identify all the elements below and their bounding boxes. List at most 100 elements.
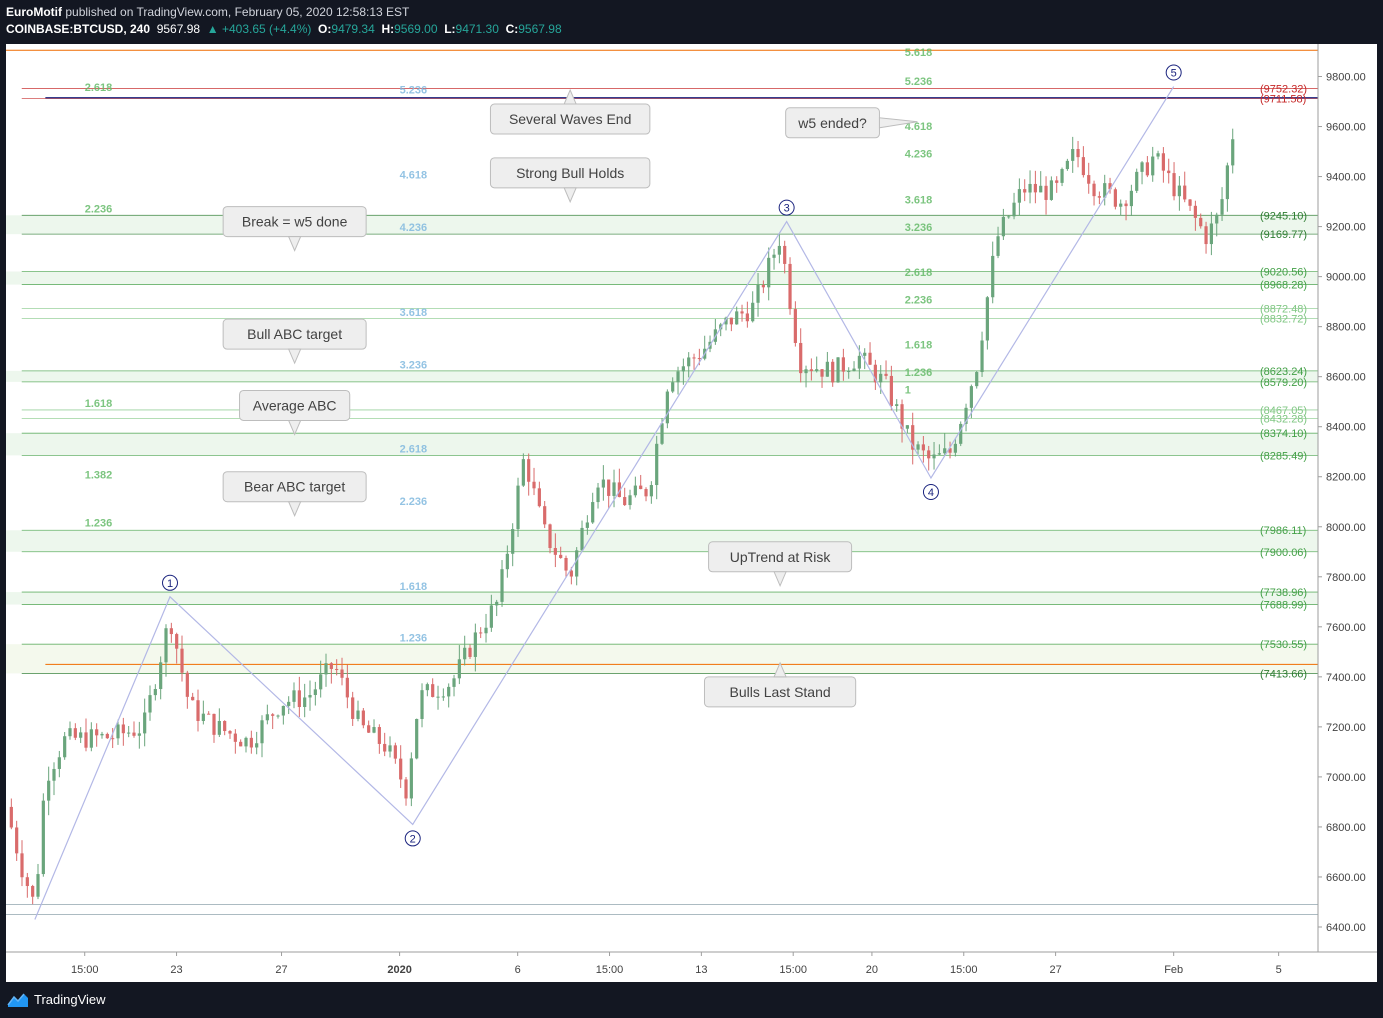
candle-body — [372, 727, 376, 733]
fib-label-1-4: 1.236 — [85, 517, 113, 529]
candle-body — [569, 570, 573, 577]
candle-body — [1044, 185, 1048, 200]
candle-body — [1225, 165, 1229, 200]
candle-body — [1071, 149, 1075, 161]
wave-marker-2 — [404, 830, 421, 847]
candle-body — [1039, 185, 1043, 193]
callout-pointer-0 — [563, 88, 577, 105]
y-tick-label-6: 7600.00 — [1326, 622, 1366, 634]
price-chart[interactable]: 5.236 4.618 4.236 3.618 3.236 2.618 2.236 1.618… — [6, 44, 1377, 982]
candle-body — [393, 745, 397, 759]
candle-body — [937, 453, 941, 455]
wave-marker-5 — [1165, 64, 1182, 81]
candle-body — [905, 425, 909, 429]
x-tick-label-9: 15:00 — [950, 964, 978, 976]
wave-label-1: 1 — [167, 578, 173, 590]
candle-body — [975, 372, 979, 387]
candle-body — [729, 317, 733, 325]
y-tick-label-5: 7400.00 — [1326, 672, 1366, 684]
fib-label-2-10: 1 — [905, 385, 911, 397]
callout-pointer-5 — [287, 419, 302, 436]
wave-label-3: 3 — [784, 203, 790, 215]
candle-body — [356, 710, 360, 719]
candle-body — [68, 728, 72, 737]
candle-body — [1012, 202, 1016, 217]
callout-pointer-1 — [878, 117, 918, 129]
price-label-2: (9245.10) — [1260, 210, 1307, 222]
chart-area[interactable]: 5.236 4.618 4.236 3.618 3.236 2.618 2.236 1.618… — [6, 44, 1377, 982]
candle-body — [799, 342, 803, 374]
candle-body — [244, 737, 248, 747]
candle-body — [431, 684, 435, 697]
fib-label-0-2: 4.618 — [400, 170, 428, 182]
candle-body — [788, 263, 792, 310]
x-tick-label-8: 20 — [866, 964, 878, 976]
ohlc-line: COINBASE:BTCUSD, 240 9567.98 ▲ +403.65 (… — [6, 22, 562, 36]
tradingview-logo-icon — [7, 993, 28, 1007]
candle-body — [217, 720, 221, 735]
candle-body — [1161, 153, 1165, 171]
published-text: published on TradingView.com, February 0… — [65, 5, 410, 19]
candle-body — [127, 732, 131, 734]
price-label-16: (7738.96) — [1260, 587, 1307, 599]
candle-body — [1124, 203, 1128, 207]
author-name[interactable]: EuroMotif — [6, 5, 62, 19]
y-axis-panel — [1318, 44, 1377, 952]
candle-body — [857, 355, 861, 369]
candle-body — [612, 482, 616, 496]
candle-body — [767, 257, 771, 288]
price-label-11: (8432.28) — [1260, 414, 1307, 426]
candle-body — [1007, 216, 1011, 218]
callout-text-1: w5 ended? — [797, 115, 867, 131]
price-label-14: (7986.11) — [1260, 525, 1306, 537]
candle-body — [255, 743, 259, 748]
low-label: L: — [444, 22, 456, 36]
candle-body — [809, 369, 813, 372]
y-tick-label-12: 8800.00 — [1326, 322, 1366, 334]
candle-body — [495, 601, 499, 606]
candle-body — [783, 245, 787, 264]
y-tick-label-9: 8200.00 — [1326, 472, 1366, 484]
price-label-19: (7413.66) — [1260, 668, 1307, 680]
candle-body — [132, 732, 136, 736]
candle-body — [36, 874, 40, 897]
x-tick-label-11: Feb — [1164, 964, 1183, 976]
callout-pointer-3 — [287, 236, 302, 252]
candle-body — [249, 737, 253, 748]
candle-body — [665, 391, 669, 424]
candle-body — [447, 686, 451, 697]
candle-body — [15, 827, 19, 854]
candle-body — [996, 236, 1000, 256]
price-label-17: (7688.99) — [1260, 600, 1307, 612]
y-tick-label-16: 9600.00 — [1326, 122, 1366, 134]
candle-body — [852, 368, 856, 372]
candle-body — [377, 727, 381, 744]
x-tick-label-3: 2020 — [387, 964, 411, 976]
fib-zone-5 — [6, 592, 1318, 605]
callout-fill-1 — [786, 108, 879, 137]
fib-label-2-7: 2.236 — [905, 295, 933, 307]
candle-body — [1135, 171, 1139, 191]
high-value: 9569.00 — [394, 22, 438, 36]
tradingview-brand[interactable]: TradingView — [34, 992, 106, 1007]
candle-body — [345, 677, 349, 698]
symbol-label: COINBASE:BTCUSD, 240 — [6, 22, 151, 36]
candle-body — [196, 700, 200, 721]
publish-line: EuroMotif published on TradingView.com, … — [6, 5, 409, 19]
candle-body — [516, 485, 520, 530]
candle-body — [521, 459, 525, 486]
y-tick-label-1: 6600.00 — [1326, 872, 1366, 884]
candle-body — [644, 489, 648, 497]
y-tick-label-14: 9200.00 — [1326, 222, 1366, 234]
candle-body — [943, 448, 947, 454]
x-tick-label-5: 15:00 — [596, 964, 624, 976]
fib-label-0-1: 5.236 — [400, 85, 428, 97]
candle-body — [980, 340, 984, 373]
candle-body — [489, 605, 493, 628]
candle-body — [116, 724, 120, 739]
candle-body — [313, 689, 317, 696]
candle-body — [1108, 183, 1112, 190]
fib-label-2-8: 1.618 — [905, 340, 933, 352]
callout-pointer-2 — [563, 187, 577, 204]
callout-text-3: Break = w5 done — [242, 214, 348, 230]
